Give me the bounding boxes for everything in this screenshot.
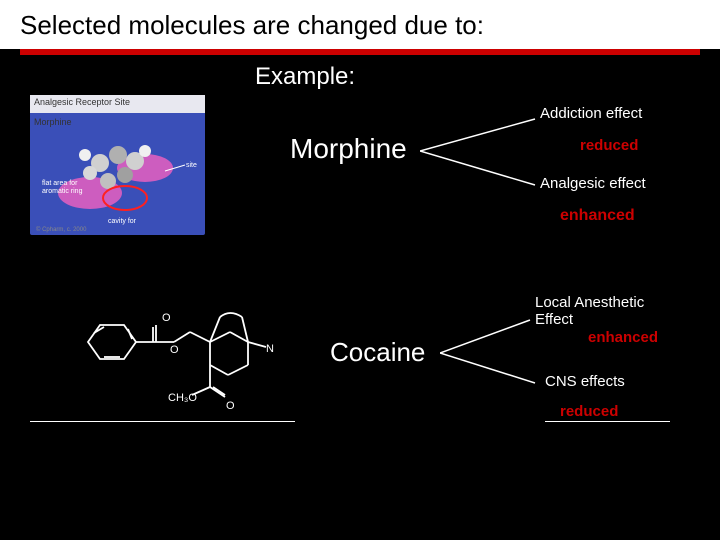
svg-text:cavity for: cavity for [108,218,137,225]
addiction-status: reduced [580,137,638,154]
branch-lines-cocaine [440,315,540,395]
analgesic-effect-label: Analgesic effect [540,175,646,192]
svg-text:O: O [170,344,179,356]
svg-text:aromatic ring: aromatic ring [42,188,83,195]
example-label: Example: [255,63,355,91]
molecule-3d-icon: flat area for aromatic ring site cavity … [30,113,205,235]
addiction-effect-label: Addiction effect [540,105,642,122]
cocaine-skeletal-icon: N CH₃O O O O [70,287,280,415]
analgesic-status: enhanced [560,207,635,225]
svg-text:O: O [226,400,235,412]
morphine-name: Morphine [290,133,407,165]
cocaine-structure-image: N CH₃O O O O [70,287,280,415]
page-title: Selected molecules are changed due to: [20,10,700,41]
svg-text:CH₃O: CH₃O [168,392,197,404]
local-anesthetic-status: enhanced [588,329,658,346]
svg-text:N: N [266,343,274,355]
underline-left [30,421,295,422]
cocaine-name: Cocaine [330,337,425,368]
local-anesthetic-label: Local AnestheticEffect [535,295,644,328]
content-area: Example: Analgesic Receptor Site Morphin… [0,55,720,75]
cns-status: reduced [560,403,618,420]
svg-text:site: site [186,162,197,169]
cns-effects-label: CNS effects [545,373,625,390]
branch-lines-morphine [420,115,540,195]
morphine-receptor-image: Analgesic Receptor Site Morphine flat ar… [30,95,205,235]
svg-text:O: O [162,312,171,324]
svg-text:© Cpharm, c. 2000: © Cpharm, c. 2000 [36,226,87,233]
underline-right [545,421,670,422]
title-area: Selected molecules are changed due to: [0,0,720,49]
svg-text:flat area for: flat area for [42,180,78,187]
morphine-image-header: Analgesic Receptor Site [30,95,205,113]
